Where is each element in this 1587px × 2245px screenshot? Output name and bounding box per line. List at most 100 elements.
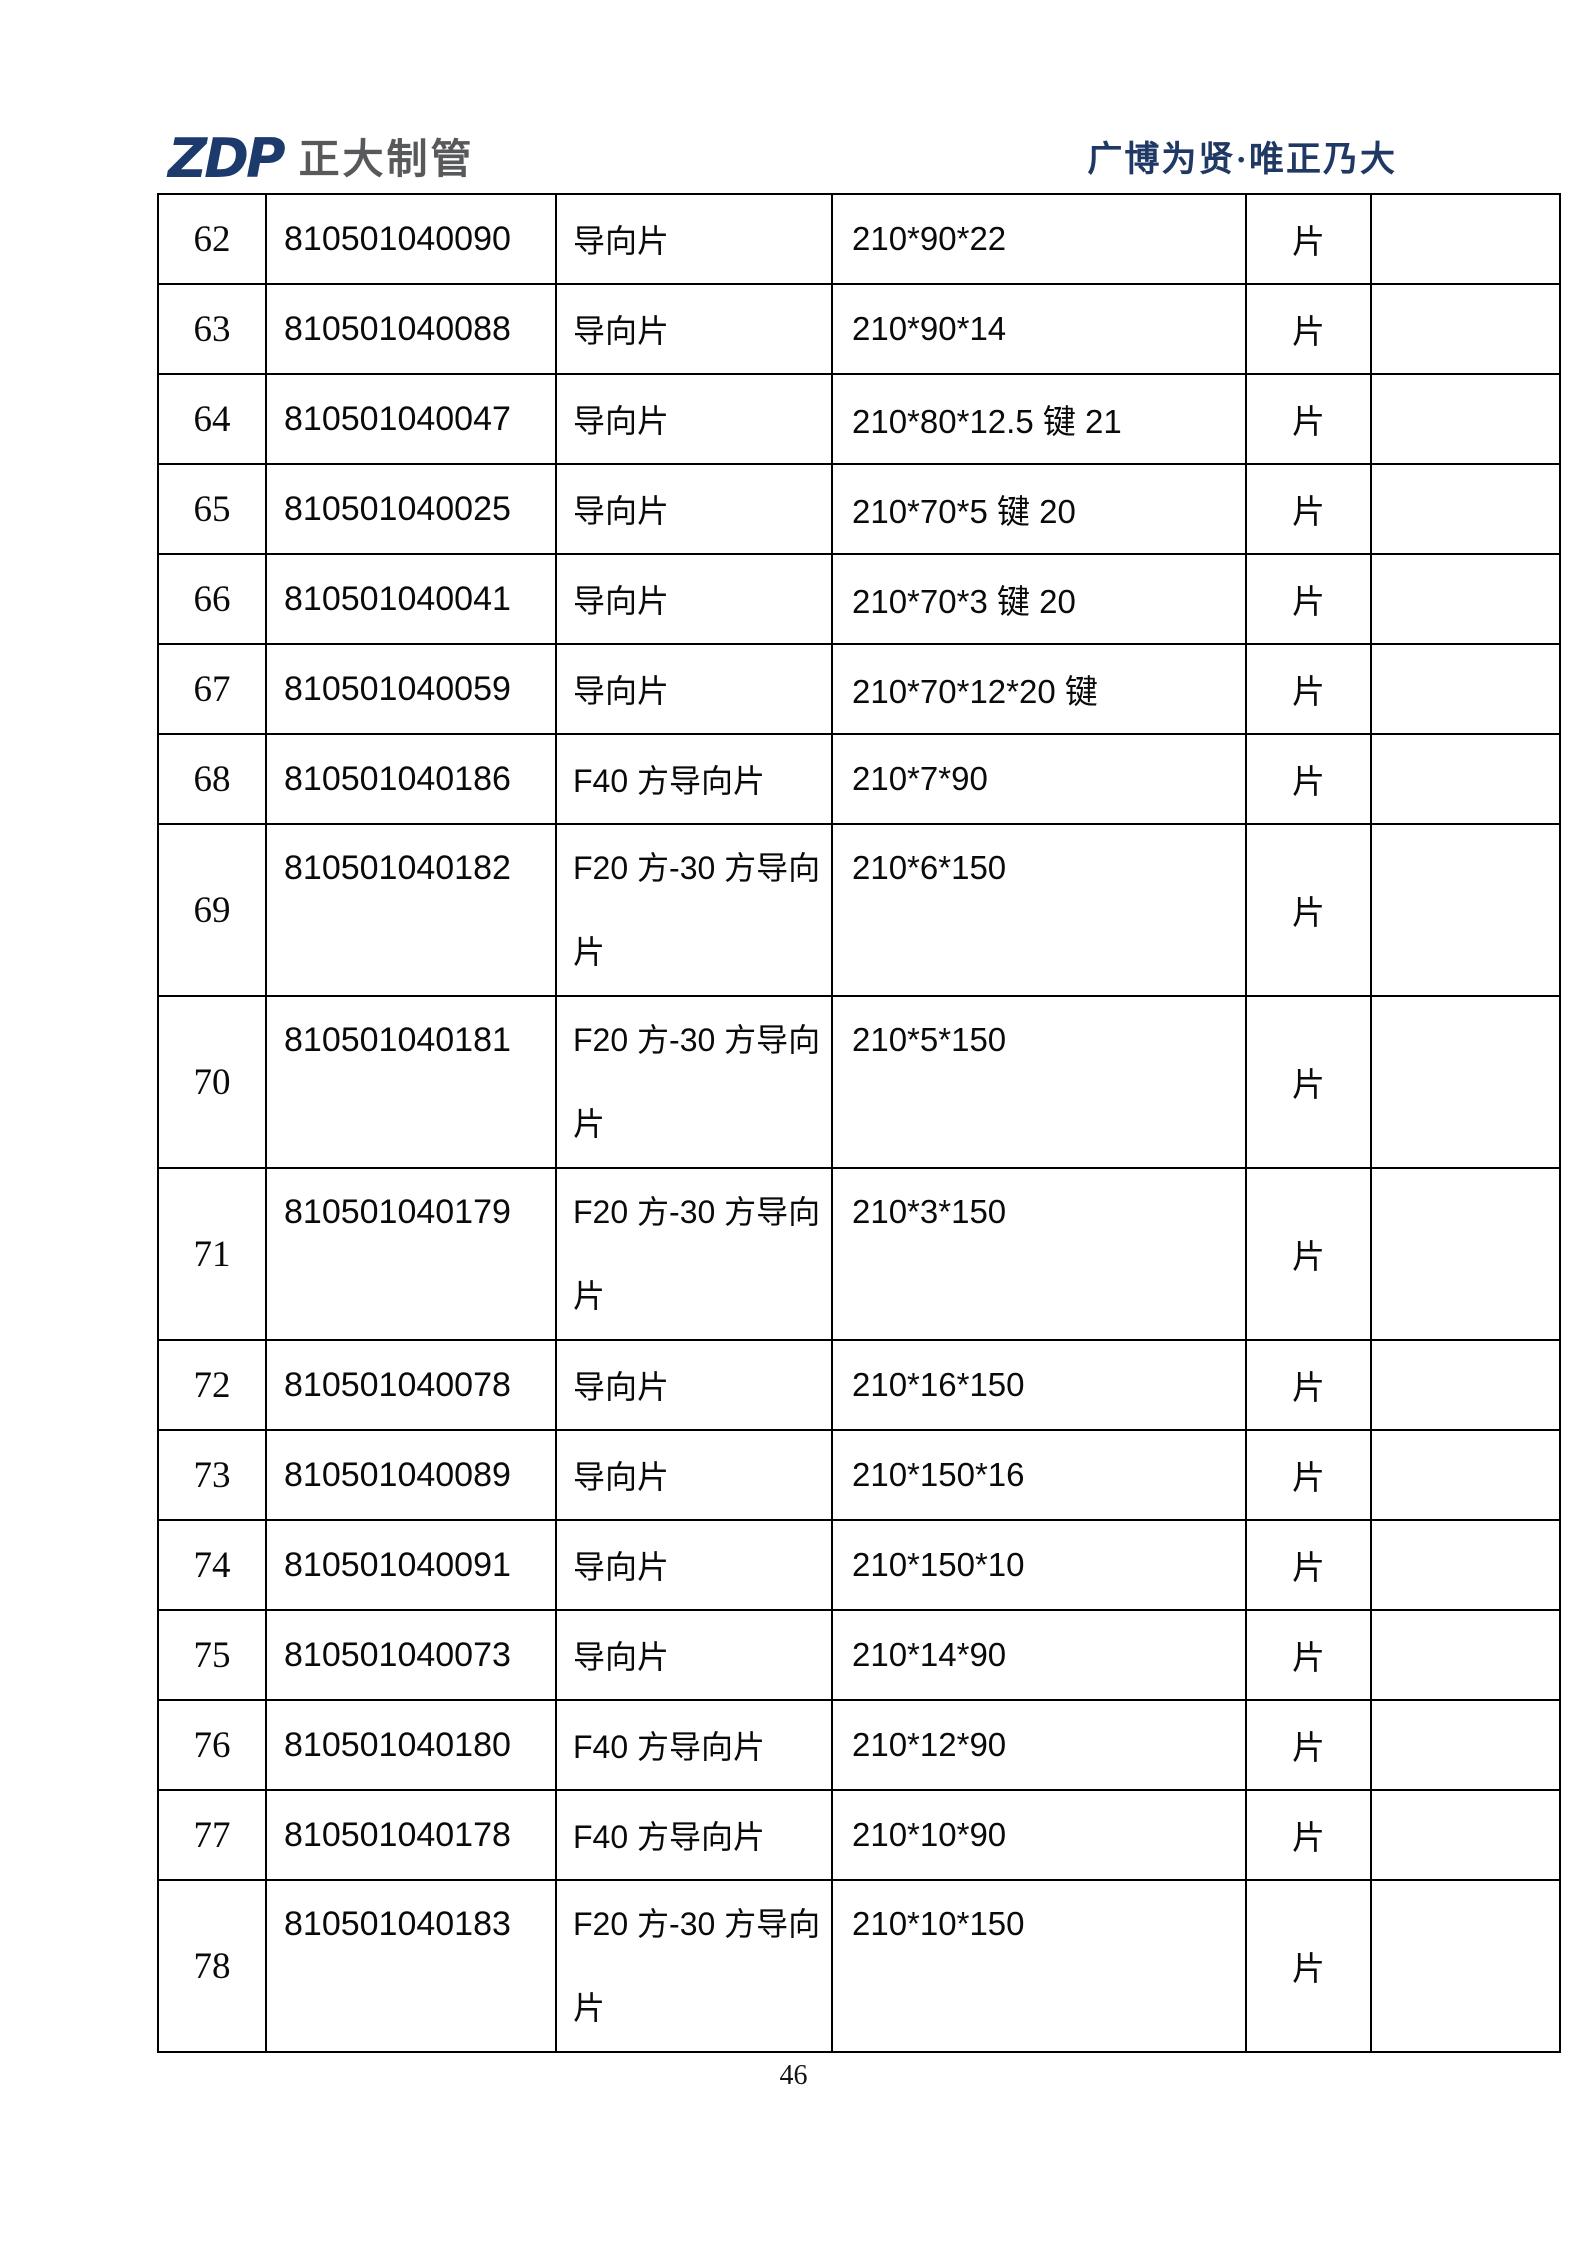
unit-cell: 片: [1245, 1167, 1372, 1341]
unit-cell: 片: [1245, 733, 1372, 825]
spec-cell: 210*6*150: [831, 823, 1247, 997]
spec-cell: 210*7*90: [831, 733, 1247, 825]
row-no-cell: 75: [157, 1609, 267, 1701]
spec-cell: 210*12*90: [831, 1699, 1247, 1791]
name-cell: F20 方-30 方导向 片: [555, 1879, 833, 2053]
code-cell: 810501040089: [265, 1429, 557, 1521]
name-cell: 导向片: [555, 1339, 833, 1431]
remark-cell: [1370, 1167, 1561, 1341]
remark-cell: [1370, 463, 1561, 555]
table-row: 63 810501040088 导向片 210*90*14 片: [157, 283, 1561, 375]
name-cell: F20 方-30 方导向 片: [555, 1167, 833, 1341]
name-cell: F40 方导向片: [555, 1789, 833, 1881]
table-row: 78 810501040183 F20 方-30 方导向 片 210*10*150 片: [157, 1879, 1561, 2053]
spec-cell: 210*14*90: [831, 1609, 1247, 1701]
remark-cell: [1370, 1879, 1561, 2053]
row-no-cell: 73: [157, 1429, 267, 1521]
code-cell: 810501040178: [265, 1789, 557, 1881]
name-cell: F20 方-30 方导向 片: [555, 995, 833, 1169]
name-cell: F40 方导向片: [555, 1699, 833, 1791]
unit-cell: 片: [1245, 823, 1372, 997]
name-cell: F20 方-30 方导向 片: [555, 823, 833, 997]
name-cell: F40 方导向片: [555, 733, 833, 825]
page-number: 46: [779, 2060, 808, 2091]
spec-cell: 210*70*5 键 20: [831, 463, 1247, 555]
unit-cell: 片: [1245, 1339, 1372, 1431]
unit-cell: 片: [1245, 193, 1372, 285]
remark-cell: [1370, 733, 1561, 825]
code-cell: 810501040041: [265, 553, 557, 645]
code-cell: 810501040078: [265, 1339, 557, 1431]
name-cell: 导向片: [555, 643, 833, 735]
name-cell: 导向片: [555, 193, 833, 285]
code-cell: 810501040181: [265, 995, 557, 1169]
remark-cell: [1370, 373, 1561, 465]
parts-table: 62 810501040090 导向片 210*90*22 片 63 81050104008…: [157, 193, 1561, 2053]
remark-cell: [1370, 1339, 1561, 1431]
table-row: 73 810501040089 导向片 210*150*16 片: [157, 1429, 1561, 1521]
row-no-cell: 71: [157, 1167, 267, 1341]
unit-cell: 片: [1245, 283, 1372, 375]
table-row: 75 810501040073 导向片 210*14*90 片: [157, 1609, 1561, 1701]
logo-company-text: 正大制管: [298, 134, 475, 183]
spec-cell: 210*80*12.5 键 21: [831, 373, 1247, 465]
spec-cell: 210*90*22: [831, 193, 1247, 285]
row-no-cell: 68: [157, 733, 267, 825]
remark-cell: [1370, 1609, 1561, 1701]
unit-cell: 片: [1245, 1519, 1372, 1611]
code-cell: 810501040059: [265, 643, 557, 735]
header-slogan: 广博为贤·唯正乃大: [1087, 140, 1397, 179]
table-row: 69 810501040182 F20 方-30 方导向 片 210*6*150 片: [157, 823, 1561, 997]
unit-cell: 片: [1245, 463, 1372, 555]
table-row: 62 810501040090 导向片 210*90*22 片: [157, 193, 1561, 285]
spec-cell: 210*3*150: [831, 1167, 1247, 1341]
table-row: 65 810501040025 导向片 210*70*5 键 20 片: [157, 463, 1561, 555]
row-no-cell: 65: [157, 463, 267, 555]
name-cell: 导向片: [555, 1519, 833, 1611]
code-cell: 810501040179: [265, 1167, 557, 1341]
table-row: 72 810501040078 导向片 210*16*150 片: [157, 1339, 1561, 1431]
row-no-cell: 74: [157, 1519, 267, 1611]
name-cell: 导向片: [555, 553, 833, 645]
unit-cell: 片: [1245, 995, 1372, 1169]
table-row: 76 810501040180 F40 方导向片 210*12*90 片: [157, 1699, 1561, 1791]
unit-cell: 片: [1245, 1429, 1372, 1521]
row-no-cell: 66: [157, 553, 267, 645]
logo-zdp-text: ZDP: [168, 127, 286, 190]
unit-cell: 片: [1245, 553, 1372, 645]
spec-cell: 210*10*90: [831, 1789, 1247, 1881]
spec-cell: 210*150*16: [831, 1429, 1247, 1521]
table-row: 68 810501040186 F40 方导向片 210*7*90 片: [157, 733, 1561, 825]
remark-cell: [1370, 1429, 1561, 1521]
spec-cell: 210*16*150: [831, 1339, 1247, 1431]
code-cell: 810501040180: [265, 1699, 557, 1791]
unit-cell: 片: [1245, 1699, 1372, 1791]
code-cell: 810501040088: [265, 283, 557, 375]
spec-cell: 210*90*14: [831, 283, 1247, 375]
code-cell: 810501040182: [265, 823, 557, 997]
table-row: 67 810501040059 导向片 210*70*12*20 键片: [157, 643, 1561, 735]
spec-cell: 210*5*150: [831, 995, 1247, 1169]
remark-cell: [1370, 283, 1561, 375]
table-row: 77 810501040178 F40 方导向片 210*10*90 片: [157, 1789, 1561, 1881]
spec-cell: 210*70*12*20 键: [831, 643, 1247, 735]
code-cell: 810501040047: [265, 373, 557, 465]
spec-cell: 210*70*3 键 20: [831, 553, 1247, 645]
row-no-cell: 70: [157, 995, 267, 1169]
table-row: 71 810501040179 F20 方-30 方导向 片 210*3*150 片: [157, 1167, 1561, 1341]
name-cell: 导向片: [555, 1609, 833, 1701]
row-no-cell: 62: [157, 193, 267, 285]
row-no-cell: 76: [157, 1699, 267, 1791]
row-no-cell: 63: [157, 283, 267, 375]
remark-cell: [1370, 193, 1561, 285]
code-cell: 810501040186: [265, 733, 557, 825]
unit-cell: 片: [1245, 643, 1372, 735]
name-cell: 导向片: [555, 1429, 833, 1521]
code-cell: 810501040091: [265, 1519, 557, 1611]
row-no-cell: 77: [157, 1789, 267, 1881]
code-cell: 810501040183: [265, 1879, 557, 2053]
table-row: 70 810501040181 F20 方-30 方导向 片 210*5*150 片: [157, 995, 1561, 1169]
table-row: 74 810501040091 导向片 210*150*10 片: [157, 1519, 1561, 1611]
code-cell: 810501040090: [265, 193, 557, 285]
